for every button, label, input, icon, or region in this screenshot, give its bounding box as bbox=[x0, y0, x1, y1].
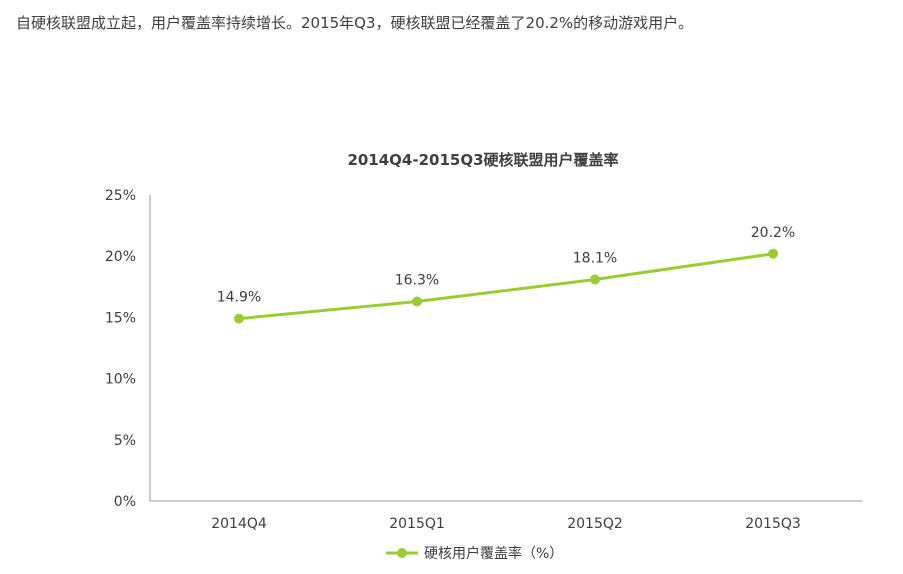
legend-marker bbox=[397, 548, 407, 558]
x-tick-label: 2015Q3 bbox=[745, 516, 801, 532]
x-tick-label: 2015Q2 bbox=[567, 516, 623, 532]
data-point bbox=[412, 296, 422, 307]
y-tick-label: 0% bbox=[114, 494, 136, 510]
y-tick-label: 10% bbox=[105, 372, 136, 388]
y-axis-ticks: 0% 5% 10% 15% 20% 25% bbox=[105, 188, 136, 510]
legend-label: 硬核用户覆盖率（%） bbox=[424, 545, 563, 562]
x-tick-label: 2014Q4 bbox=[211, 516, 267, 532]
x-tick-label: 2015Q1 bbox=[389, 516, 445, 532]
y-tick-label: 25% bbox=[105, 188, 136, 204]
data-label: 20.2% bbox=[751, 225, 795, 241]
y-tick-label: 20% bbox=[105, 249, 136, 265]
data-label: 18.1% bbox=[573, 250, 617, 266]
y-tick-label: 5% bbox=[114, 433, 136, 449]
data-label: 16.3% bbox=[395, 272, 439, 288]
data-point bbox=[234, 313, 244, 324]
data-point bbox=[768, 248, 778, 259]
x-axis-ticks: 2014Q4 2015Q1 2015Q2 2015Q3 bbox=[211, 516, 801, 532]
intro-text: 自硬核联盟成立起，用户覆盖率持续增长。2015年Q3，硬核联盟已经覆盖了20.2… bbox=[16, 14, 694, 32]
series-group: 14.9% 16.3% 18.1% 20.2% bbox=[217, 225, 795, 324]
data-point bbox=[590, 274, 600, 285]
y-tick-label: 15% bbox=[105, 310, 136, 326]
chart-title: 2014Q4-2015Q3硬核联盟用户覆盖率 bbox=[347, 151, 618, 169]
data-label: 14.9% bbox=[217, 290, 261, 306]
chart-axes bbox=[149, 195, 862, 502]
chart-legend: 硬核用户覆盖率（%） bbox=[386, 545, 563, 562]
series-line bbox=[238, 252, 774, 321]
